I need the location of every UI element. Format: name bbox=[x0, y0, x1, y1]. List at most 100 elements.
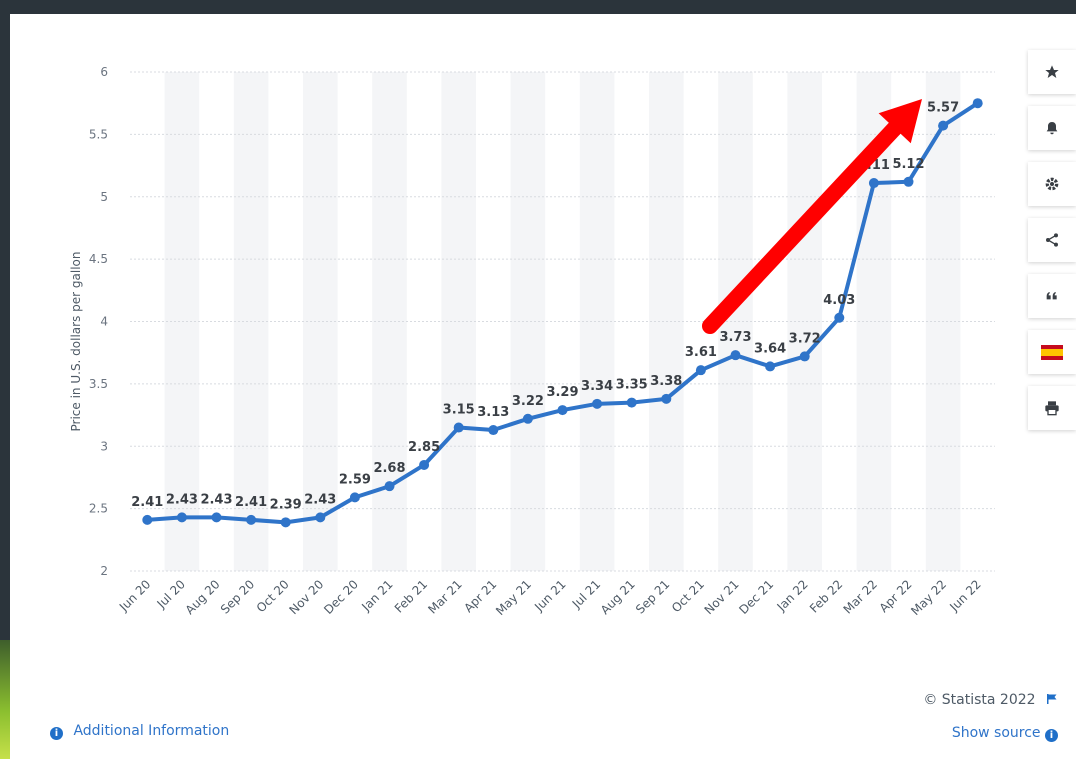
data-label: 2.43 bbox=[304, 492, 336, 507]
gear-icon bbox=[1045, 177, 1059, 191]
x-tick-label: Dec 20 bbox=[321, 577, 361, 617]
x-tick-label: Nov 21 bbox=[702, 577, 742, 617]
chart-card: 2 2.5 3 3.5 4 4.5 5 5.5 6 Price in U.S. dollars p… bbox=[10, 14, 1076, 759]
y-tick-label: 2 bbox=[100, 564, 108, 578]
data-point bbox=[868, 178, 879, 189]
x-tick-label: May 22 bbox=[908, 577, 949, 618]
data-point bbox=[280, 517, 291, 528]
data-label: 3.72 bbox=[789, 331, 821, 346]
additional-information-link[interactable]: i Additional Information bbox=[50, 723, 229, 740]
data-point bbox=[626, 397, 637, 408]
print-icon bbox=[1045, 401, 1059, 416]
data-point bbox=[592, 398, 603, 409]
x-tick-label: Mar 22 bbox=[841, 577, 880, 616]
data-label: 3.73 bbox=[719, 330, 751, 345]
grid-band bbox=[372, 72, 407, 571]
x-tick-label: Sep 21 bbox=[633, 577, 672, 616]
show-source-link[interactable]: Show source i bbox=[952, 725, 1058, 742]
y-tick-label: 2.5 bbox=[89, 502, 108, 516]
data-label: 2.68 bbox=[373, 461, 405, 476]
grid-band bbox=[787, 72, 822, 571]
data-label: 4.03 bbox=[823, 293, 855, 308]
x-tick-label: Sep 20 bbox=[218, 577, 257, 616]
data-label: 5.57 bbox=[927, 101, 959, 116]
line-chart: 2 2.5 3 3.5 4 4.5 5 5.5 6 Price in U.S. dollars p… bbox=[69, 65, 995, 618]
x-tick-label: Aug 20 bbox=[183, 577, 223, 617]
data-point bbox=[349, 492, 360, 503]
share-button[interactable] bbox=[1028, 218, 1076, 262]
data-point bbox=[176, 512, 187, 523]
x-tick-label: Aug 21 bbox=[598, 577, 638, 617]
x-tick-label: Feb 21 bbox=[392, 577, 430, 615]
y-tick-label: 5.5 bbox=[89, 127, 108, 141]
data-point bbox=[765, 361, 776, 372]
x-tick-label: Mar 21 bbox=[425, 577, 464, 616]
grid-band bbox=[579, 72, 615, 571]
data-label: 2.43 bbox=[166, 492, 198, 507]
data-point bbox=[522, 413, 533, 424]
data-point bbox=[661, 393, 672, 404]
data-label: 2.59 bbox=[339, 472, 371, 487]
data-label: 3.34 bbox=[581, 379, 613, 394]
y-axis-label: Price in U.S. dollars per gallon bbox=[69, 252, 83, 432]
x-tick-label: Jan 21 bbox=[358, 577, 395, 614]
settings-button[interactable] bbox=[1028, 162, 1076, 206]
data-point bbox=[903, 176, 914, 187]
data-point bbox=[488, 425, 499, 436]
data-label: 2.43 bbox=[200, 492, 232, 507]
x-tick-label: Jun 22 bbox=[946, 577, 983, 614]
info-icon: i bbox=[50, 727, 63, 740]
data-point bbox=[315, 512, 326, 523]
y-tick-label: 3.5 bbox=[89, 377, 108, 391]
data-point bbox=[453, 422, 464, 433]
additional-information-text: Additional Information bbox=[73, 723, 230, 739]
annotation-arrow-shaft bbox=[702, 120, 903, 334]
data-point bbox=[695, 365, 706, 376]
statista-credit[interactable]: © Statista 2022 bbox=[923, 692, 1058, 708]
y-tick-label: 4 bbox=[100, 315, 108, 329]
x-tick-label: Oct 20 bbox=[254, 577, 292, 615]
annotation-arrow-head bbox=[878, 99, 922, 144]
y-tick-label: 4.5 bbox=[89, 252, 108, 266]
share-icon bbox=[1046, 233, 1058, 247]
x-tick-label: Feb 22 bbox=[807, 577, 845, 615]
data-label: 2.41 bbox=[235, 495, 267, 510]
print-button[interactable] bbox=[1028, 386, 1076, 430]
favorite-button[interactable] bbox=[1028, 50, 1076, 94]
data-label: 3.15 bbox=[443, 403, 475, 418]
data-label: 5.12 bbox=[892, 157, 924, 172]
chart-toolbar bbox=[1028, 50, 1076, 430]
language-button[interactable] bbox=[1028, 330, 1076, 374]
data-label: 2.41 bbox=[131, 495, 163, 510]
x-tick-label: Dec 21 bbox=[736, 577, 776, 617]
info-icon: i bbox=[1045, 729, 1058, 742]
data-label: 3.13 bbox=[477, 405, 509, 420]
data-point bbox=[419, 459, 430, 470]
data-point bbox=[972, 98, 983, 109]
x-tick-label: Jun 20 bbox=[116, 577, 153, 614]
credit-text: © Statista 2022 bbox=[923, 692, 1036, 708]
data-label: 3.29 bbox=[546, 385, 578, 400]
notification-button[interactable] bbox=[1028, 106, 1076, 150]
data-label: 3.22 bbox=[512, 394, 544, 409]
data-point bbox=[384, 481, 395, 492]
data-label: 3.64 bbox=[754, 341, 786, 356]
show-source-text: Show source bbox=[951, 725, 1041, 741]
data-point bbox=[142, 514, 153, 525]
bell-icon bbox=[1046, 122, 1058, 135]
x-tick-label: Jan 22 bbox=[774, 577, 811, 614]
data-label: 3.35 bbox=[616, 378, 648, 393]
left-accent-strip bbox=[0, 640, 10, 759]
star-icon bbox=[1045, 65, 1059, 78]
spain-flag-icon bbox=[1041, 344, 1063, 360]
data-point bbox=[730, 350, 741, 361]
data-label: 2.85 bbox=[408, 440, 440, 455]
y-tick-label: 5 bbox=[100, 190, 108, 204]
x-tick-label: Oct 21 bbox=[669, 577, 707, 615]
cite-button[interactable] bbox=[1028, 274, 1076, 318]
data-point bbox=[799, 351, 810, 362]
flag-icon bbox=[1047, 694, 1057, 704]
data-point bbox=[557, 405, 568, 416]
data-label: 3.38 bbox=[650, 374, 682, 389]
quote-icon bbox=[1046, 292, 1057, 300]
